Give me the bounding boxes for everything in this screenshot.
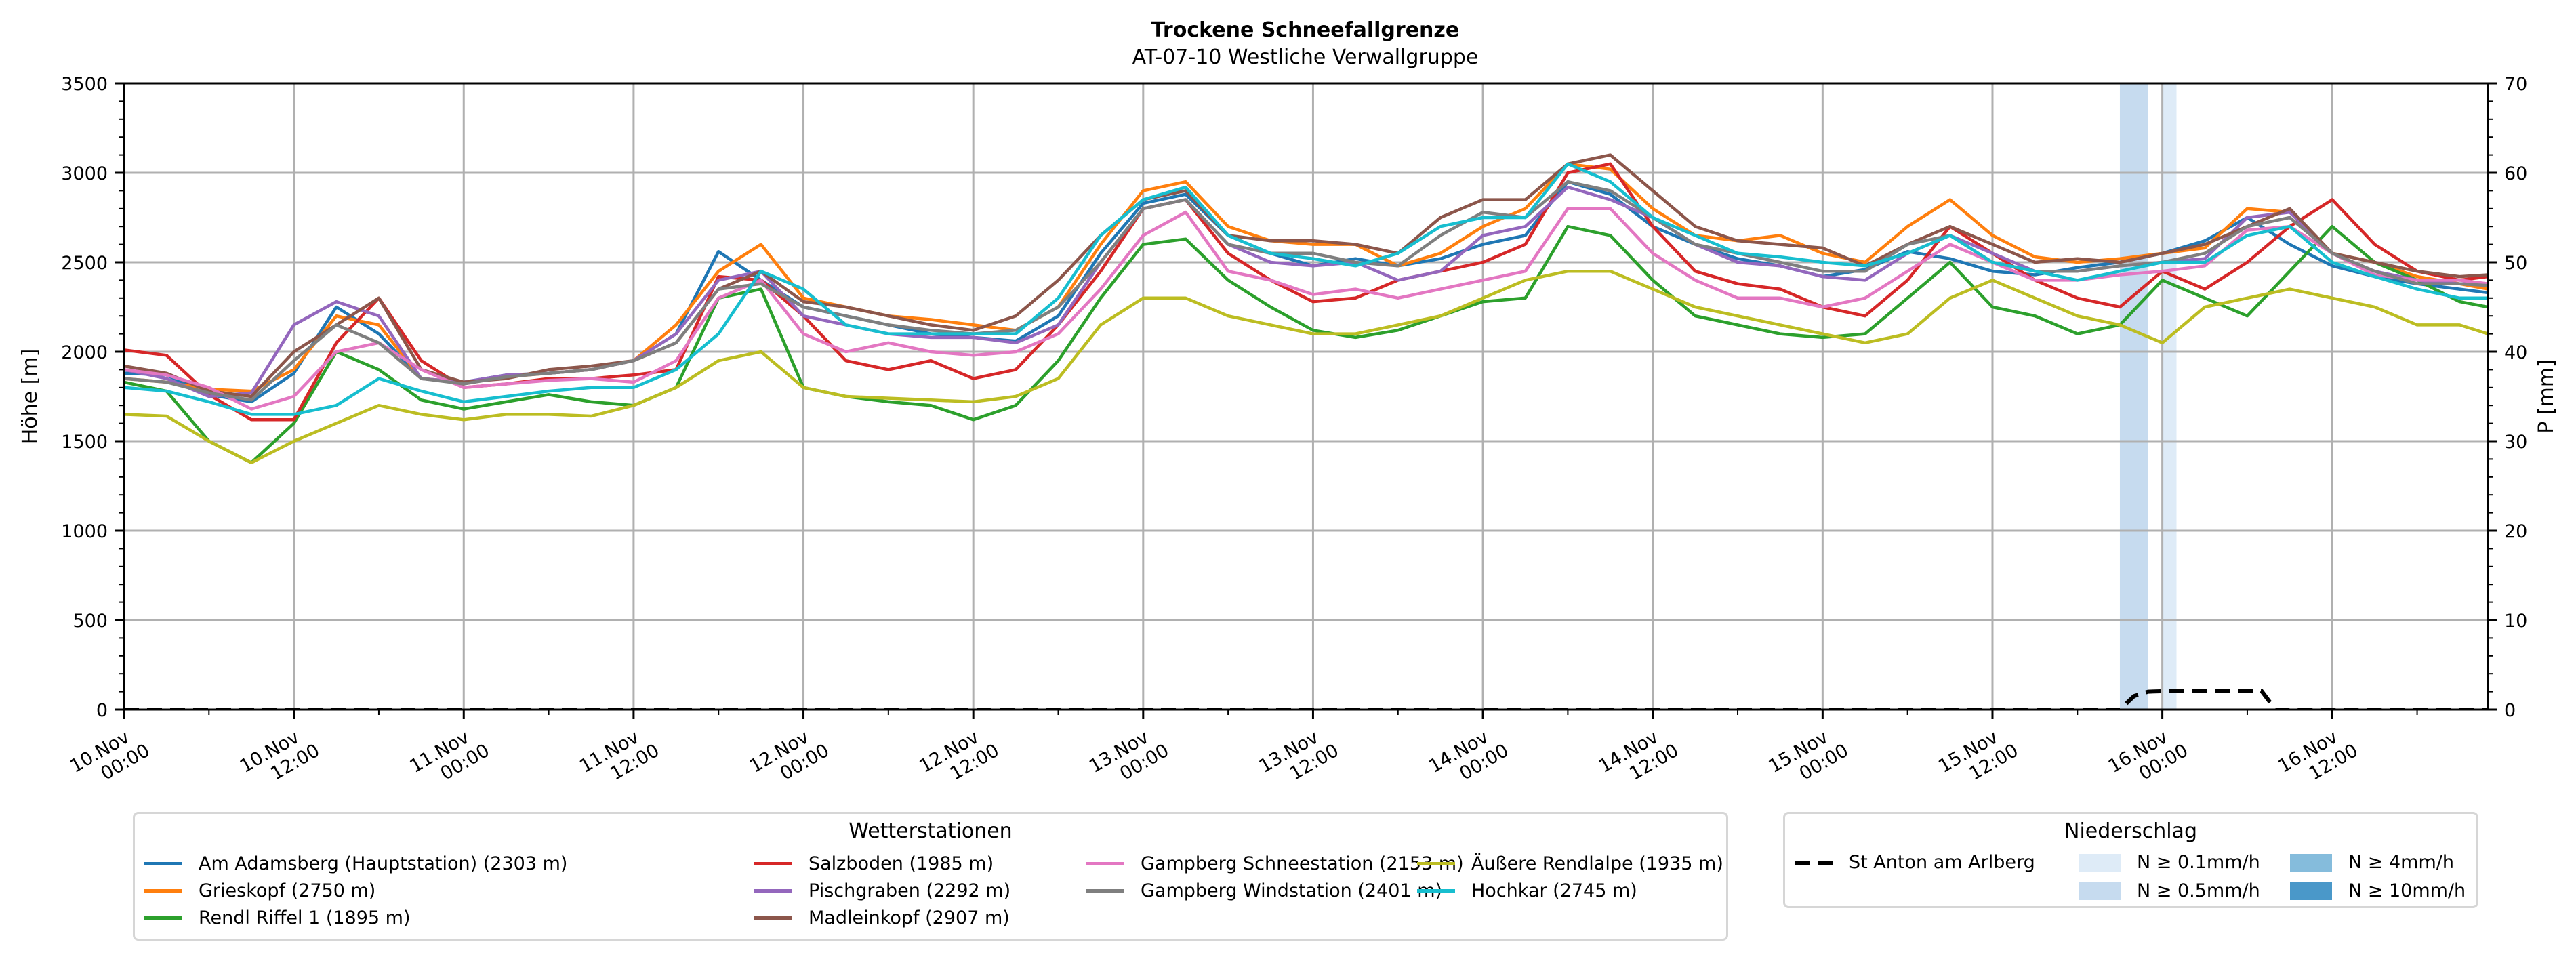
legend-label: St Anton am Arlberg — [1849, 852, 2035, 873]
color-patch-icon — [2079, 882, 2121, 900]
y-right-tick-label: 70 — [2504, 74, 2527, 95]
y-right-tick-label: 10 — [2504, 611, 2527, 632]
line-swatch-icon — [1086, 862, 1124, 865]
legend-label: Hochkar (2745 m) — [1471, 880, 1637, 901]
legend-item-station: Grieskopf (2750 m) — [144, 880, 375, 901]
legend-item-station: Gampberg Windstation (2401 m) — [1086, 880, 1442, 901]
plot-frame — [123, 82, 2489, 711]
legend-stations: Wetterstationen Am Adamsberg (Hauptstati… — [133, 812, 1728, 941]
series-line — [124, 180, 2488, 402]
y-right-tick-label: 40 — [2504, 342, 2527, 363]
line-swatch-icon — [1417, 862, 1455, 865]
legend-item-station: Gampberg Schneestation (2153 m) — [1086, 853, 1464, 874]
legend-item-patch: N ≥ 0.1mm/h — [2079, 852, 2260, 873]
line-swatch-icon — [754, 916, 792, 920]
series-line — [124, 162, 2488, 416]
y-tick-label: 3500 — [61, 74, 108, 95]
y-right-tick-label: 50 — [2504, 253, 2527, 274]
legend-item-patch: N ≥ 10mm/h — [2290, 880, 2466, 901]
precip-line — [124, 689, 2488, 710]
y-tick-label: 1000 — [61, 521, 108, 542]
precip-line-path — [124, 689, 2488, 710]
series-line — [124, 207, 2488, 411]
legend-label: Gampberg Schneestation (2153 m) — [1141, 853, 1464, 874]
y-axis-right: 0 10 20 30 40 50 60 70 — [2488, 74, 2527, 721]
legend-label: Am Adamsberg (Hauptstation) (2303 m) — [199, 853, 568, 874]
line-swatch-icon — [144, 916, 182, 920]
y-right-tick-label: 30 — [2504, 432, 2527, 453]
legend-stations-title: Wetterstationen — [849, 819, 1013, 843]
dashed-line-icon — [1795, 860, 1833, 865]
y-axis-right-label: P [mm] — [2535, 359, 2558, 433]
legend-item-station: Hochkar (2745 m) — [1417, 880, 1637, 901]
precip-band — [2162, 83, 2177, 710]
color-patch-icon — [2290, 882, 2332, 900]
line-swatch-icon — [754, 862, 792, 865]
legend-label: N ≥ 0.1mm/h — [2137, 852, 2260, 873]
legend-item-station: Rendl Riffel 1 (1895 m) — [144, 907, 410, 928]
legend-item-station: Am Adamsberg (Hauptstation) (2303 m) — [144, 853, 567, 874]
line-swatch-icon — [144, 862, 182, 865]
y-tick-label: 2000 — [61, 342, 108, 363]
y-right-tick-label: 20 — [2504, 521, 2527, 542]
line-swatch-icon — [144, 889, 182, 893]
legend-item-precip-line: St Anton am Arlberg — [1795, 852, 2035, 873]
legend-label: Madleinkopf (2907 m) — [809, 907, 1010, 928]
legend-label: Pischgraben (2292 m) — [809, 880, 1011, 901]
line-swatch-icon — [1086, 889, 1124, 893]
legend-label: Salzboden (1985 m) — [809, 853, 994, 874]
y-tick-label: 0 — [96, 700, 108, 721]
precip-band — [2119, 83, 2148, 710]
legend-precip: Niederschlag St Anton am Arlberg N ≥ 0.1… — [1783, 812, 2478, 908]
legend-item-station: Äußere Rendlalpe (1935 m) — [1417, 853, 1723, 874]
series-line — [124, 224, 2488, 464]
y-axis-label: Höhe [m] — [18, 349, 42, 445]
legend-item-patch: N ≥ 4mm/h — [2290, 852, 2454, 873]
series-lines — [124, 153, 2488, 464]
legend-item-patch: N ≥ 0.5mm/h — [2079, 880, 2260, 901]
y-axis-left: 0 500 1000 1500 2000 2500 3000 3500 — [61, 74, 124, 721]
color-patch-icon — [2079, 853, 2121, 872]
line-swatch-icon — [1417, 889, 1455, 893]
legend-label: Grieskopf (2750 m) — [199, 880, 376, 901]
chart-title: Trockene Schneefallgrenze — [1151, 18, 1459, 42]
legend-item-station: Madleinkopf (2907 m) — [754, 907, 1010, 928]
y-right-tick-label: 0 — [2504, 700, 2516, 721]
chart-subtitle: AT-07-10 Westliche Verwallgruppe — [1132, 45, 1479, 69]
legend-label: Rendl Riffel 1 (1895 m) — [199, 907, 411, 928]
y-right-tick-label: 60 — [2504, 163, 2527, 184]
line-swatch-icon — [754, 889, 792, 893]
precip-bands — [2119, 83, 2177, 710]
legend-item-station: Pischgraben (2292 m) — [754, 880, 1010, 901]
legend-label: Gampberg Windstation (2401 m) — [1141, 880, 1443, 901]
legend-label: N ≥ 10mm/h — [2348, 880, 2466, 901]
legend-label: N ≥ 4mm/h — [2348, 852, 2454, 873]
legend-item-station: Salzboden (1985 m) — [754, 853, 994, 874]
legend-label: Äußere Rendlalpe (1935 m) — [1471, 853, 1723, 874]
legend-label: N ≥ 0.5mm/h — [2137, 880, 2260, 901]
color-patch-icon — [2290, 853, 2332, 872]
y-tick-label: 1500 — [61, 432, 108, 453]
legend-precip-title: Niederschlag — [2064, 819, 2197, 843]
y-tick-label: 3000 — [61, 163, 108, 184]
series-line — [124, 269, 2488, 464]
y-tick-label: 500 — [73, 611, 108, 632]
y-tick-label: 2500 — [61, 253, 108, 274]
